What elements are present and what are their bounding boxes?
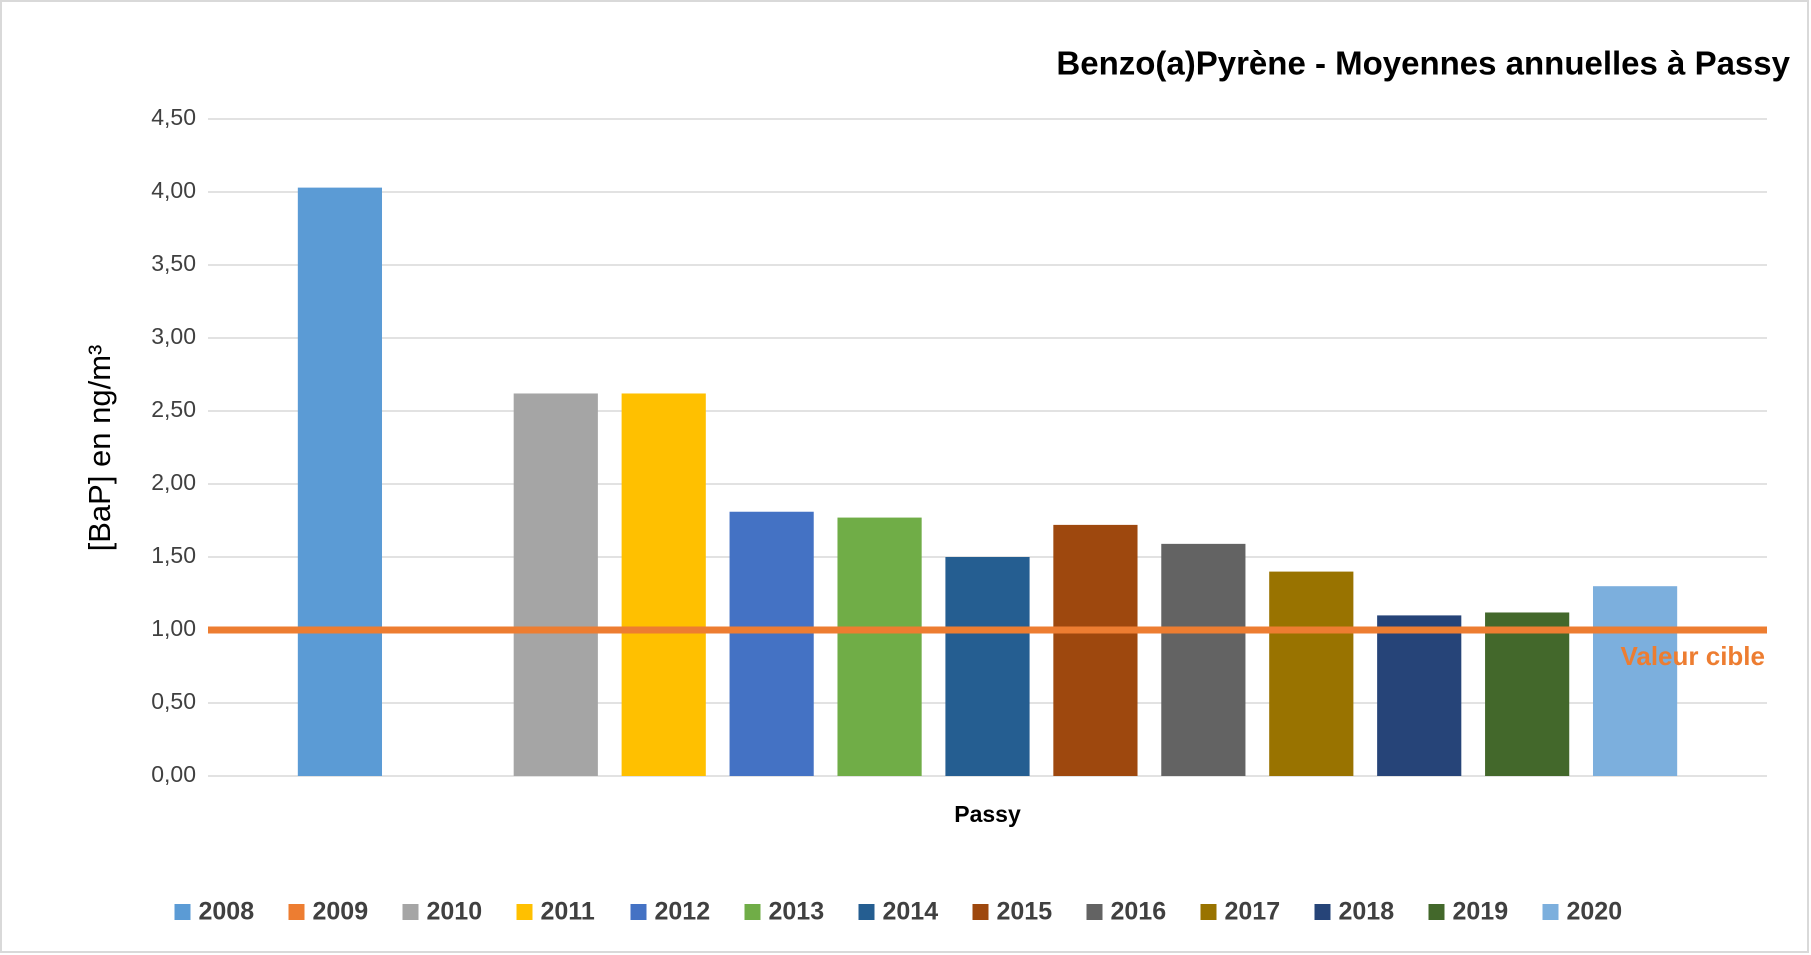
legend-label: 2015 (997, 898, 1053, 926)
legend-label: 2017 (1225, 898, 1281, 926)
chart-title: Benzo(a)Pyrène - Moyennes annuelles à Pa… (1056, 45, 1790, 82)
bar (1269, 571, 1354, 776)
y-tick-label: 3,00 (151, 323, 196, 349)
y-tick-label: 0,50 (151, 688, 196, 714)
legend-swatch (1428, 904, 1445, 920)
legend-label: 2010 (427, 898, 483, 926)
bar (837, 517, 922, 776)
bar (1485, 612, 1570, 776)
legend-label: 2018 (1339, 898, 1395, 926)
bar (513, 393, 598, 776)
y-tick-label: 1,50 (151, 542, 196, 568)
y-tick-label: 4,50 (151, 104, 196, 130)
legend-swatch (174, 904, 191, 920)
x-tick-label: Passy (954, 801, 1021, 827)
bar (297, 187, 383, 776)
target-label: Valeur cible (1620, 641, 1765, 671)
legend-swatch (1086, 904, 1103, 920)
legend-swatch (630, 904, 647, 920)
legend-swatch (288, 904, 305, 920)
legend-swatch (972, 904, 989, 920)
bar (729, 511, 814, 776)
bar (1053, 524, 1138, 776)
legend-label: 2014 (883, 898, 939, 926)
legend-swatch (402, 904, 419, 920)
legend-swatch (1200, 904, 1217, 920)
legend-label: 2008 (199, 898, 255, 926)
legend-label: 2019 (1453, 898, 1509, 926)
legend-swatch (744, 904, 761, 920)
y-tick-label: 3,50 (151, 250, 196, 276)
legend-swatch (516, 904, 533, 920)
legend-swatch (1542, 904, 1559, 920)
bar (1377, 615, 1462, 776)
y-tick-label: 2,50 (151, 396, 196, 422)
y-tick-label: 2,00 (151, 469, 196, 495)
y-axis-label: [BaP] en ng/m³ (82, 345, 117, 552)
legend-label: 2020 (1567, 898, 1623, 926)
legend-label: 2013 (769, 898, 825, 926)
legend-label: 2016 (1111, 898, 1167, 926)
legend-swatch (1314, 904, 1331, 920)
bar (621, 393, 706, 776)
legend-label: 2009 (313, 898, 369, 926)
y-tick-label: 4,00 (151, 177, 196, 203)
bar (1161, 543, 1246, 776)
legend-label: 2011 (541, 898, 595, 926)
legend-swatch (858, 904, 875, 920)
y-tick-label: 1,00 (151, 615, 196, 641)
bar (945, 557, 1030, 776)
bar (1592, 586, 1678, 776)
y-tick-label: 0,00 (151, 761, 196, 787)
legend-label: 2012 (655, 898, 711, 926)
